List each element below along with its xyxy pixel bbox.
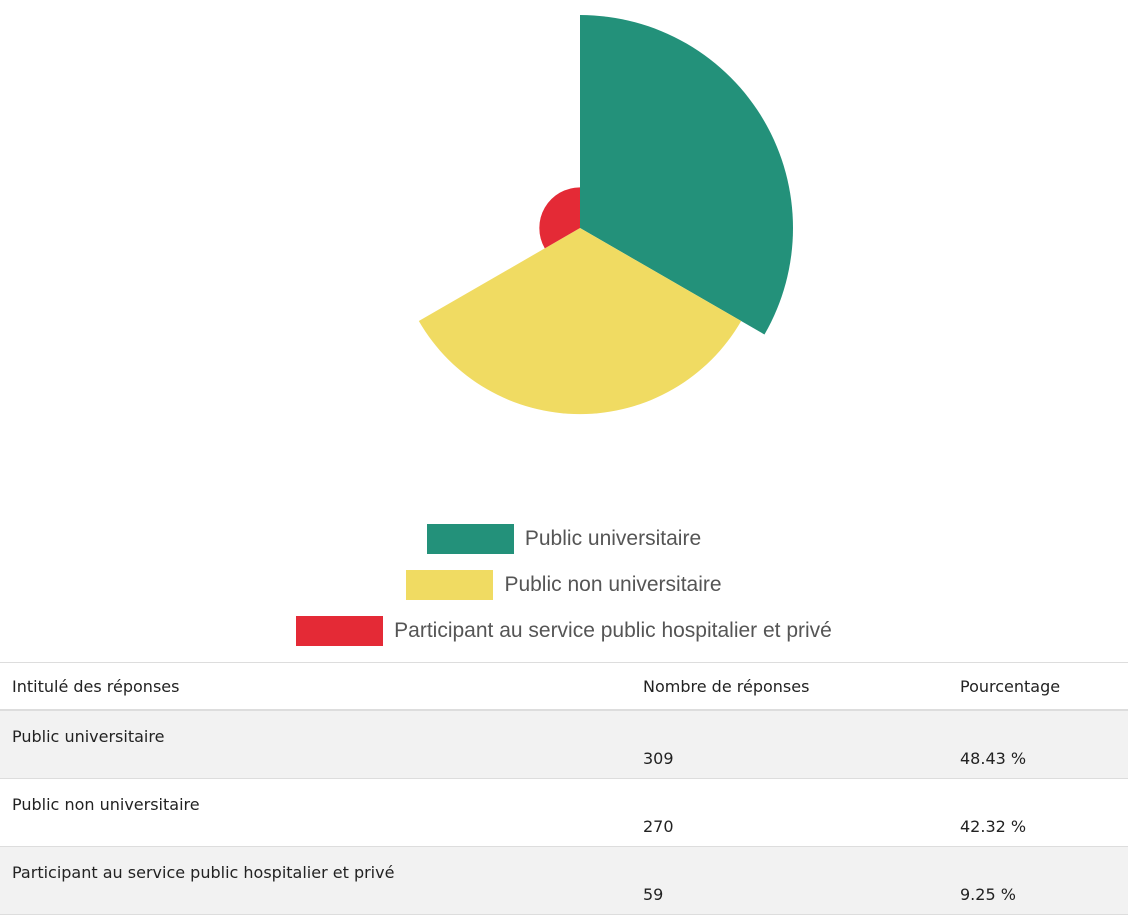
legend-swatch xyxy=(426,524,514,554)
legend-swatch xyxy=(406,570,494,600)
legend-item: Public non universitaire xyxy=(0,562,1128,608)
cell: 270 xyxy=(631,778,948,847)
table: Intitulé des réponses Nombre de réponses… xyxy=(0,662,1128,915)
legend-label: Public universitaire xyxy=(524,527,702,550)
chart xyxy=(418,15,793,415)
legend-swatch xyxy=(296,616,384,646)
table-row: Public non universitaire 270 42.32 % xyxy=(0,778,1128,847)
cell: 42.32 % xyxy=(948,778,1128,847)
legend-item: Participant au service public hospitalie… xyxy=(0,608,1128,654)
legend-label: Participant au service public hospitalie… xyxy=(394,619,832,642)
header-cell: Intitulé des réponses xyxy=(0,662,631,711)
cell: 48.43 % xyxy=(948,710,1128,779)
table-row: Participant au service public hospitalie… xyxy=(0,846,1128,915)
legend: Public universitaire Public non universit… xyxy=(0,516,1128,654)
sector xyxy=(418,228,742,415)
cell: 309 xyxy=(631,710,948,779)
header-cell: Pourcentage xyxy=(948,662,1128,711)
cell: 59 xyxy=(631,846,948,915)
cell: Public non universitaire xyxy=(0,778,631,847)
legend-item: Public universitaire xyxy=(0,516,1128,562)
table-row: Public universitaire 309 48.43 % xyxy=(0,710,1128,779)
sector xyxy=(539,187,580,249)
cell: 9.25 % xyxy=(948,846,1128,915)
header-cell: Nombre de réponses xyxy=(631,662,948,711)
cell: Participant au service public hospitalie… xyxy=(0,846,631,915)
cell: Public universitaire xyxy=(0,710,631,779)
sector xyxy=(580,15,793,335)
header-row: Intitulé des réponses Nombre de réponses… xyxy=(0,662,1128,711)
legend-label: Public non universitaire xyxy=(504,573,722,596)
